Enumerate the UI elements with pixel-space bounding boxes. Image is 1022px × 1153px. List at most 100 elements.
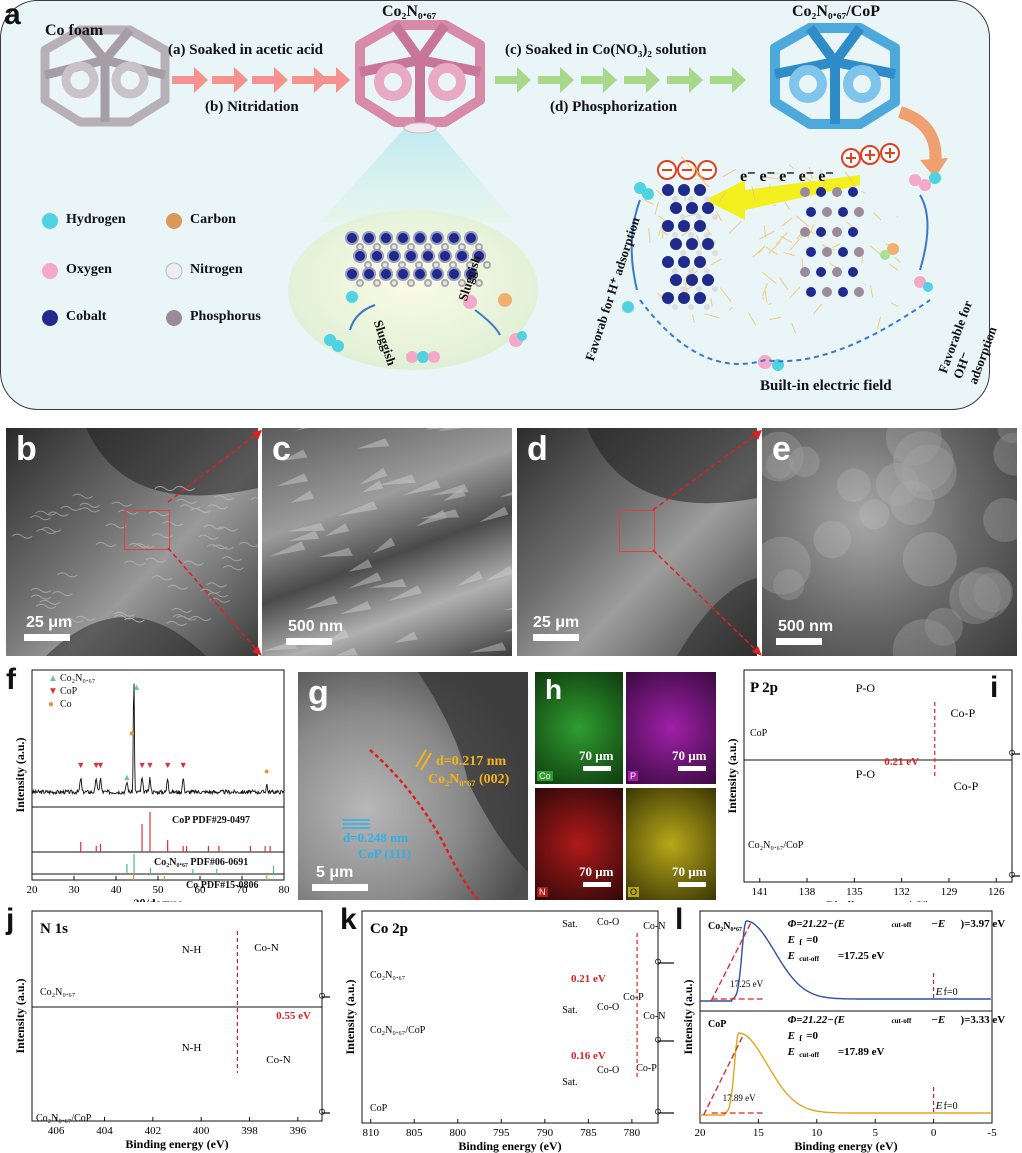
peak-label-po: P-O [856, 681, 876, 695]
tem-image: g d=0.217 nm Co₂N₀.₆₇ (002) d=0.248 nm C… [298, 672, 528, 900]
scale-e: 500 nm [778, 618, 833, 636]
x-tick-label: 15 [753, 1127, 765, 1139]
ecut-line: E [787, 1046, 795, 1058]
composite-label: Co₂N₀.₆₇/CoP [792, 3, 880, 21]
peak-label-con: Co-N [254, 942, 279, 954]
interface-co2n-lattice [662, 184, 718, 310]
x-tick-label: 0 [931, 1127, 937, 1139]
x-tick-label: 790 [537, 1127, 554, 1139]
sample-label: CoP [708, 1019, 726, 1030]
sem-image-e: e 500 nm [762, 428, 1017, 656]
y-axis-label: Intensity (a.u.) [681, 979, 695, 1054]
sample-label-cop: CoP [750, 728, 768, 739]
co-foam-label: Co foam [45, 22, 103, 40]
tem-d1: d=0.217 nm [436, 754, 506, 770]
peak-label-con: Co-N [266, 1054, 291, 1066]
co2n-peak-marker: ▲ [122, 772, 131, 782]
cop-peak-marker: ▼ [76, 760, 85, 770]
x-axis-label: Binding energy (eV) [794, 1139, 897, 1153]
sample-label-co2n: Co₂N₀.₆₇ [40, 987, 75, 998]
field-label: Built-in electric field [760, 378, 892, 395]
x-tick-label: 30 [69, 884, 81, 896]
x-axis-label: Binding energy (eV) [458, 1139, 561, 1153]
panel-b-label: b [16, 430, 37, 469]
cop-peak-marker: ▼ [179, 760, 188, 770]
peak-label-po: P-O [856, 767, 876, 781]
xrd-chart: 203040506070802θ/degreeIntensity (a.u.)▼… [0, 662, 300, 902]
peak-label-nh: N-H [182, 1042, 202, 1054]
ecut-sub: cut-off [799, 1051, 819, 1059]
xrd-legend-co: Co [60, 699, 72, 710]
sem-image-b: b 25 μm [6, 428, 258, 656]
peak-label-cop: Co-P [951, 706, 976, 720]
panel-g-label: g [308, 674, 329, 713]
co-peak-marker: ● [264, 766, 269, 776]
workfunction-sub: cut-off [892, 921, 912, 929]
fermi-value: f=0 [944, 1101, 958, 1112]
panel-e-label: e [772, 430, 791, 469]
fermi-label: E [935, 1100, 943, 1112]
plot-frame [362, 911, 658, 1123]
label-sat: Sat. [562, 1077, 577, 1088]
label-con: Co-N [643, 1011, 665, 1022]
step-d-label: (d) Phosphorization [550, 99, 677, 116]
sample-label-co2n: Co₂N₀.₆₇ [370, 970, 405, 981]
x-tick-label: 810 [362, 1127, 379, 1139]
x-tick-label: 400 [193, 1125, 210, 1137]
zoom-cone [320, 128, 515, 222]
x-tick-label: 80 [279, 884, 291, 896]
label-coo: Co-O [597, 1065, 619, 1076]
co2n-peak-marker: ▲ [132, 682, 141, 692]
x-axis-label: Binding energy (eV) [125, 1137, 228, 1151]
fermi-value: f=0 [944, 987, 958, 998]
ef-line: E [787, 1030, 795, 1042]
workfunction-formula: −E [931, 1014, 945, 1026]
co-peak-marker: ● [129, 728, 134, 738]
sample-label: Co₂N₀.₆₇ [708, 921, 742, 932]
workfunction-formula: −E [931, 918, 945, 930]
shift-label: 0.21 eV [884, 756, 919, 768]
ecut-sub: cut-off [799, 955, 819, 963]
x-tick-label: 402 [145, 1125, 162, 1137]
peak-label-cop: Co-P [954, 779, 979, 793]
ef-sub: f [799, 938, 802, 947]
ecut-value: =17.25 eV [838, 950, 885, 962]
workfunction-formula: Φ=21.22−(E [788, 1014, 845, 1026]
x-tick-label: 132 [893, 886, 910, 898]
scale-b: 25 μm [26, 614, 72, 632]
panel-h-label: h [545, 674, 562, 706]
tem-d2-plane: CoP (111) [358, 846, 411, 862]
tem-d2: d=0.248 nm [343, 830, 408, 846]
xrd-legend-co2n: Co₂N₀.₆₇ [60, 673, 95, 684]
ef-value: =0 [806, 934, 818, 946]
legend-hydrogen: Hydrogen [66, 212, 126, 228]
x-tick-label: 141 [752, 886, 769, 898]
cutoff-tangent [704, 1035, 744, 1115]
label-coo: Co-O [597, 917, 619, 928]
x-tick-label: 20 [695, 1127, 707, 1139]
cutoff-label: 17.89 eV [723, 1093, 756, 1103]
x-tick-label: 780 [624, 1127, 641, 1139]
x-tick-label: 404 [96, 1125, 113, 1137]
electron-label: e⁻ e⁻ e⁻ e⁻ e⁻ [740, 166, 834, 186]
x-tick-label: 129 [941, 886, 958, 898]
co-foam-image [45, 30, 165, 122]
co2p-title: Co 2p [370, 921, 408, 937]
step-c-label: (c) Soaked in Co(NO₃)₂ solution [505, 42, 707, 59]
y-axis-label: Intensity (a.u.) [725, 738, 739, 813]
n1s-title: N 1s [40, 921, 68, 937]
x-tick-label: 805 [406, 1127, 423, 1139]
xps-p2p-chart: 141138135132129126Binding energy (eV)Int… [720, 662, 1020, 902]
label-cop: Co-P [623, 992, 644, 1003]
co2n-foam-image [360, 25, 480, 122]
shift-label: 0.55 eV [276, 1010, 311, 1022]
ef-value: =0 [806, 1030, 818, 1042]
co2n-label: Co₂N₀.₆₇ [382, 3, 436, 21]
ref-label-cop: CoP PDF#29-0497 [172, 815, 250, 826]
fermi-label: E [935, 986, 943, 998]
x-axis-label: Binding energy (eV) [826, 898, 929, 902]
map-p: 70 μm P [626, 672, 716, 784]
composite-foam-image [775, 28, 895, 124]
interface-cop-lattice [800, 187, 864, 297]
cutoff-tangent [711, 923, 751, 1001]
